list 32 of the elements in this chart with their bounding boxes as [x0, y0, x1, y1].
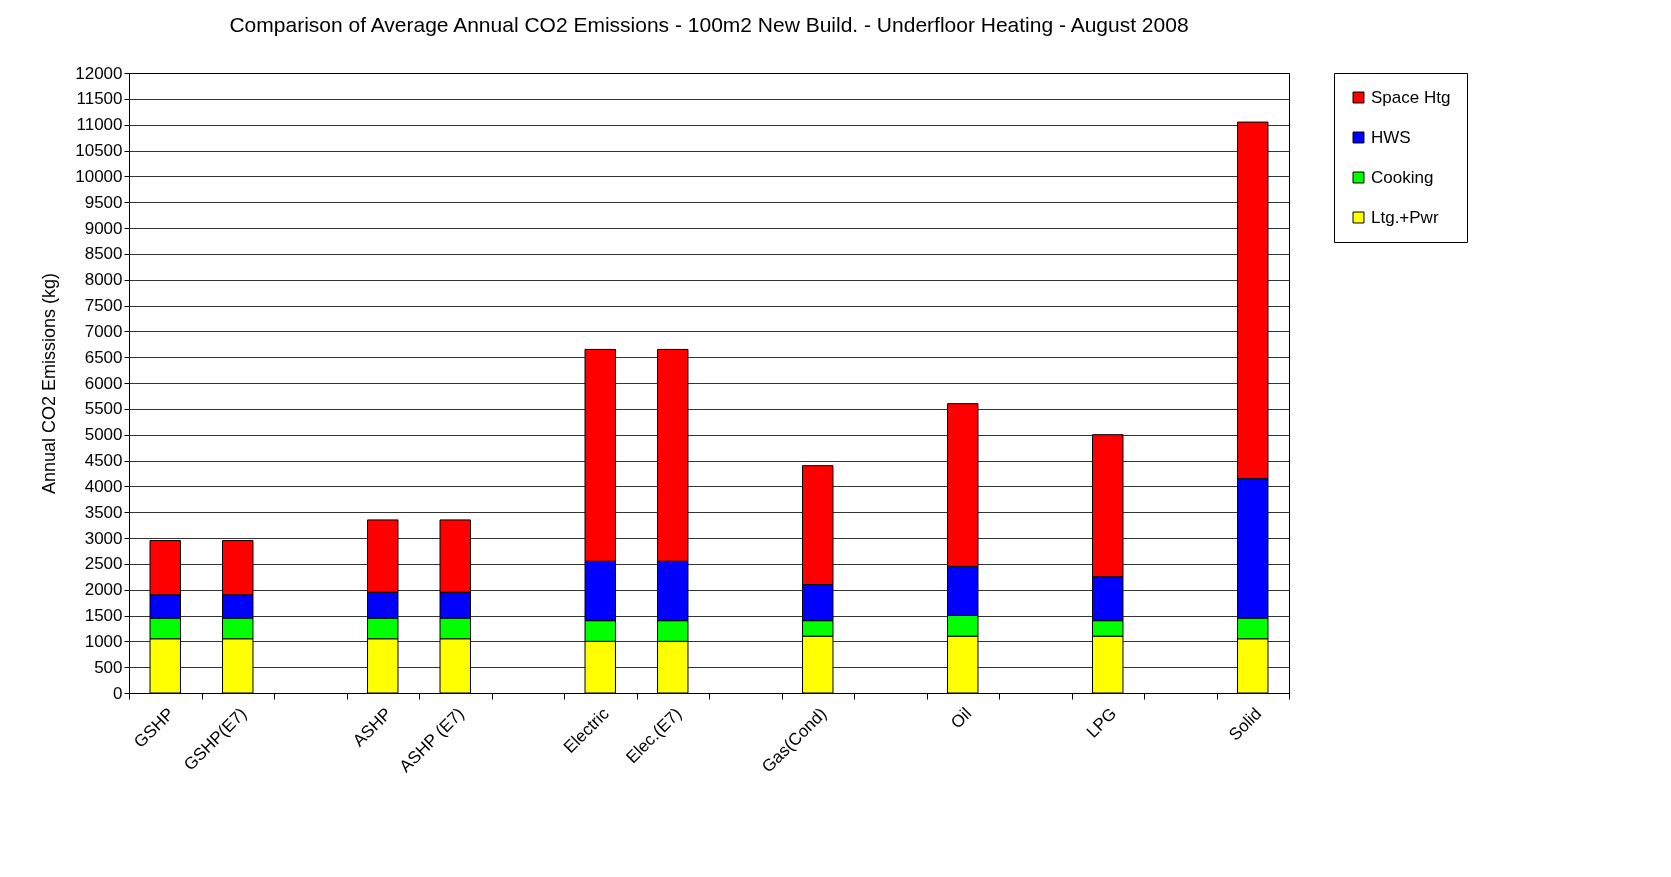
- y-tick-label: 7000: [84, 321, 123, 341]
- y-tick-label: 10000: [75, 166, 123, 186]
- y-tick-label: 2000: [84, 580, 123, 600]
- y-tick-label: 5500: [84, 399, 123, 419]
- y-axis-title: Annual CO2 Emissions (kg): [39, 272, 60, 495]
- y-tick-label: 10500: [75, 141, 123, 160]
- y-tick-label: 6500: [84, 347, 123, 367]
- y-tick-label: 4500: [84, 451, 123, 470]
- y-tick-label: 500: [94, 657, 123, 677]
- y-tick-label: 8000: [84, 270, 123, 290]
- y-tick-label: 9000: [84, 218, 123, 238]
- legend-label: Cooking: [1371, 167, 1434, 187]
- y-tick-label: 11500: [76, 89, 123, 109]
- y-tick-label: 8500: [84, 244, 123, 264]
- y-tick-label: 7500: [84, 296, 123, 315]
- y-tick-label: 1000: [84, 631, 123, 651]
- y-tick-label: 0: [113, 683, 123, 703]
- x-tick-label: Oil: [947, 704, 976, 733]
- y-tick-label: 6000: [84, 373, 123, 393]
- y-tick-label: 3000: [84, 528, 123, 548]
- y-tick-label: 5000: [84, 425, 123, 445]
- y-tick-label: 3500: [84, 502, 123, 522]
- y-tick-label: 1500: [84, 606, 123, 625]
- legend-label: Space Htg: [1371, 87, 1451, 107]
- y-tick-label: 4000: [84, 476, 123, 496]
- legend-label: HWS: [1371, 127, 1411, 147]
- y-tick-label: 9500: [84, 192, 123, 212]
- y-tick-label: 2500: [84, 554, 123, 574]
- legend-label: Ltg.+Pwr: [1371, 207, 1439, 227]
- y-tick-label: 12000: [75, 63, 123, 83]
- y-tick-label: 11000: [76, 115, 123, 135]
- chart-title: Comparison of Average Annual CO2 Emissions - 100m2 New Build. - Underfloor Heating - August 2008: [229, 13, 1189, 36]
